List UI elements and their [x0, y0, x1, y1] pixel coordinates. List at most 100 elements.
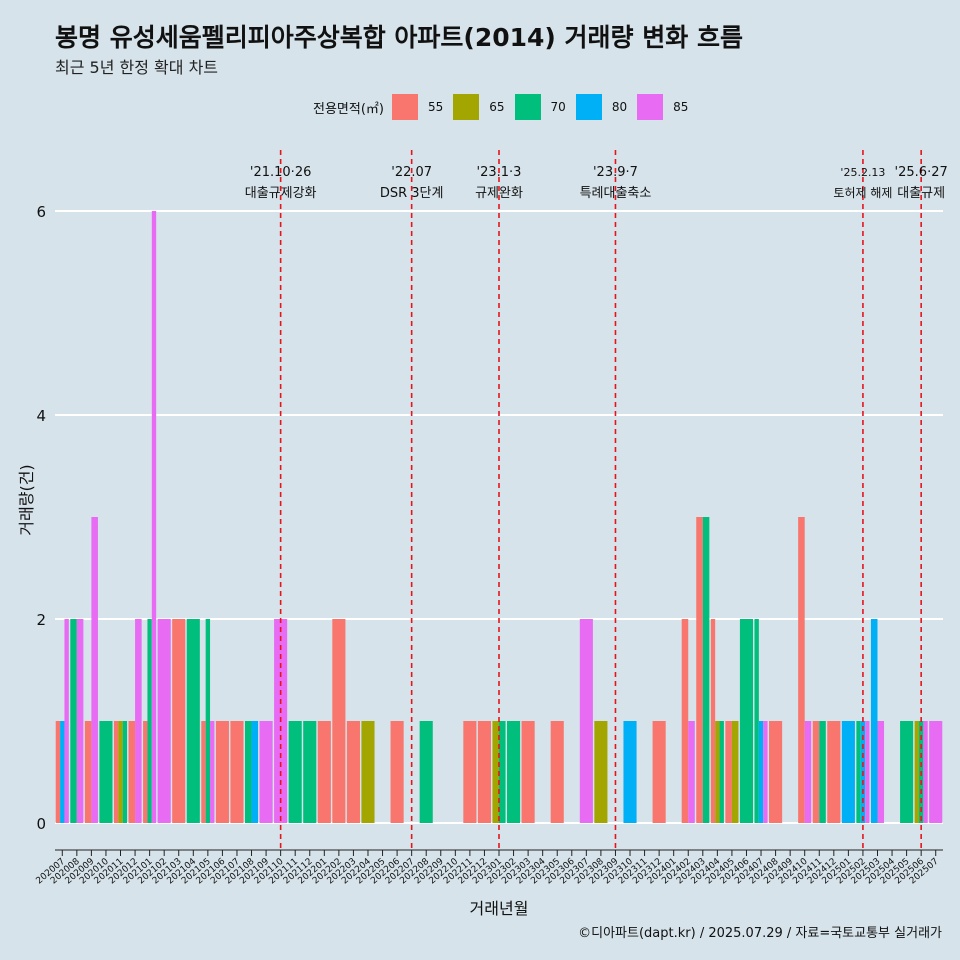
- source-caption: ©디아파트(dapt.kr) / 2025.07.29 / 자료=국토교통부 실…: [578, 926, 942, 941]
- bar: [702, 517, 710, 823]
- bar: [856, 721, 861, 823]
- bar: [303, 721, 317, 823]
- event-label: 대출규제강화: [245, 186, 317, 201]
- y-tick-label: 6: [36, 203, 46, 221]
- bar: [288, 721, 302, 823]
- bar: [143, 721, 148, 823]
- event-label: 특례대출축소: [580, 186, 652, 201]
- bar: [769, 721, 783, 823]
- bar: [758, 721, 764, 823]
- legend-label: 55: [427, 100, 444, 114]
- legend-label: 65: [489, 100, 505, 114]
- bar: [419, 721, 433, 823]
- bar: [122, 721, 128, 823]
- bar: [877, 721, 885, 823]
- bar: [361, 721, 375, 823]
- bar: [681, 619, 689, 823]
- bar: [754, 619, 759, 823]
- y-axis-title: 거래량(건): [17, 464, 36, 535]
- bar: [798, 517, 805, 823]
- bar: [870, 619, 878, 823]
- x-axis-title: 거래년월: [470, 899, 529, 918]
- bar: [929, 721, 943, 823]
- bar: [113, 721, 119, 823]
- bar: [623, 721, 637, 823]
- legend-item-55: 55: [391, 94, 444, 120]
- legend-item-80: 80: [575, 94, 627, 120]
- legend: 전용면적(㎡) 55 65 70 80 85: [313, 93, 698, 121]
- legend-swatch: [514, 94, 541, 120]
- bar: [251, 721, 259, 823]
- bar: [60, 721, 65, 823]
- bar: [135, 619, 142, 823]
- bar: [259, 721, 273, 823]
- bar: [70, 619, 77, 823]
- bar: [696, 517, 703, 823]
- bar: [317, 721, 331, 823]
- bar: [463, 721, 477, 823]
- bar: [652, 721, 666, 823]
- bar: [914, 721, 919, 823]
- chart-title: 봉명 유성세움펠리피아주상복합 아파트(2014) 거래량 변화 흐름: [55, 23, 743, 52]
- bar: [186, 619, 200, 823]
- bar: [201, 721, 206, 823]
- bar: [492, 721, 499, 823]
- event-date: '22.07: [391, 165, 432, 180]
- bar: [84, 721, 92, 823]
- bar: [118, 721, 123, 823]
- bar: [804, 721, 812, 823]
- bar: [205, 619, 211, 823]
- bar: [865, 721, 870, 823]
- legend-title: 전용면적(㎡): [313, 101, 384, 117]
- event-date: '21.10·26: [250, 165, 311, 180]
- y-tick-label: 2: [36, 611, 46, 629]
- bar: [210, 721, 215, 823]
- event-label: DSR 3단계: [380, 186, 444, 201]
- bar: [923, 721, 928, 823]
- bar: [688, 721, 695, 823]
- bar: [172, 619, 186, 823]
- bar: [499, 721, 506, 823]
- event-label: 토허제 해제: [833, 186, 892, 200]
- y-tick-label: 4: [36, 407, 46, 425]
- legend-label: 70: [550, 100, 566, 114]
- bar: [719, 721, 724, 823]
- bar: [91, 517, 98, 823]
- event-date: '23.1·3: [477, 165, 522, 180]
- bar: [812, 721, 820, 823]
- bar: [827, 721, 841, 823]
- event-label: 규제완화: [475, 186, 523, 201]
- bar: [230, 721, 244, 823]
- bar: [76, 619, 84, 823]
- bar: [900, 721, 914, 823]
- bar: [332, 619, 346, 823]
- bar: [215, 721, 229, 823]
- bar: [763, 721, 768, 823]
- bar: [477, 721, 491, 823]
- legend-swatch: [575, 94, 602, 120]
- event-date: '23.9·7: [593, 165, 638, 180]
- bar: [128, 721, 136, 823]
- legend-item-85: 85: [637, 94, 688, 120]
- bar: [157, 619, 171, 823]
- legend-swatch: [453, 94, 480, 120]
- y-tick-label: 0: [36, 815, 46, 833]
- bar: [147, 619, 152, 823]
- event-date: '25.6·27: [895, 165, 948, 180]
- bar: [841, 721, 855, 823]
- bar: [99, 721, 113, 823]
- legend-label: 85: [673, 100, 689, 114]
- bar: [550, 721, 564, 823]
- bar: [594, 721, 608, 823]
- legend-item-70: 70: [514, 94, 566, 120]
- event-label: 대출규제: [897, 186, 945, 201]
- bar: [715, 721, 720, 823]
- bar: [731, 721, 739, 823]
- bar: [819, 721, 826, 823]
- bar: [64, 619, 69, 823]
- bar: [710, 619, 716, 823]
- legend-swatch: [637, 94, 664, 120]
- bar: [244, 721, 252, 823]
- bar: [725, 721, 732, 823]
